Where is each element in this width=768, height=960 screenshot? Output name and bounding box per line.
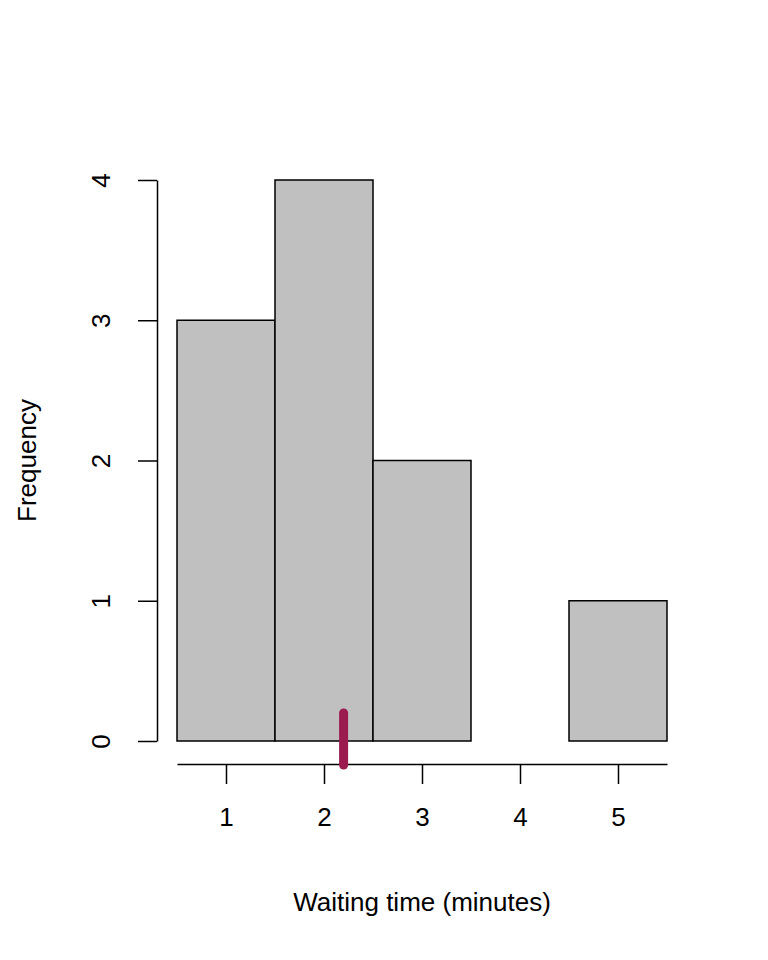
y-axis-title: Frequency [12,399,42,522]
x-tick: 1 [219,764,233,832]
y-tick-mark [138,601,157,603]
y-tick: 4 [86,173,157,187]
y-tick: 2 [86,454,157,468]
bar [373,461,471,742]
y-tick-mark [138,741,157,743]
x-tick: 5 [611,764,625,832]
x-tick-mark [324,764,326,784]
y-tick-mark [138,460,157,462]
y-tick: 1 [86,594,157,608]
x-tick-label: 2 [317,802,331,832]
x-tick-mark [226,764,228,784]
bar [471,740,569,742]
x-tick: 2 [317,764,331,832]
x-tick-mark [618,764,620,784]
x-tick: 4 [513,764,527,832]
x-tick-label: 4 [513,802,527,832]
y-tick-label: 1 [86,594,116,608]
x-axis: 1 2 3 4 5 [178,764,668,832]
x-tick: 3 [415,764,429,832]
bar [177,320,275,741]
y-tick-label: 2 [86,454,116,468]
x-axis-title: Waiting time (minutes) [293,887,551,917]
y-tick-mark [138,180,157,182]
y-tick: 3 [86,314,157,328]
y-tick-label: 3 [86,314,116,328]
bar [275,180,373,741]
y-axis: 0 1 2 3 4 [86,173,158,748]
x-tick-label: 1 [219,802,233,832]
y-tick-label: 0 [86,734,116,748]
y-tick-mark [138,320,157,322]
bar [569,601,667,741]
x-tick-label: 3 [415,802,429,832]
x-tick-mark [520,764,522,784]
y-tick: 0 [86,734,157,748]
mean-marker [339,713,348,765]
bars [177,180,667,741]
chart: 1 2 3 4 5 0 1 2 3 4 Waiting time (minutes) Frequenc… [0,0,768,960]
y-tick-label: 4 [86,173,116,187]
x-tick-mark [422,764,424,784]
x-tick-label: 5 [611,802,625,832]
